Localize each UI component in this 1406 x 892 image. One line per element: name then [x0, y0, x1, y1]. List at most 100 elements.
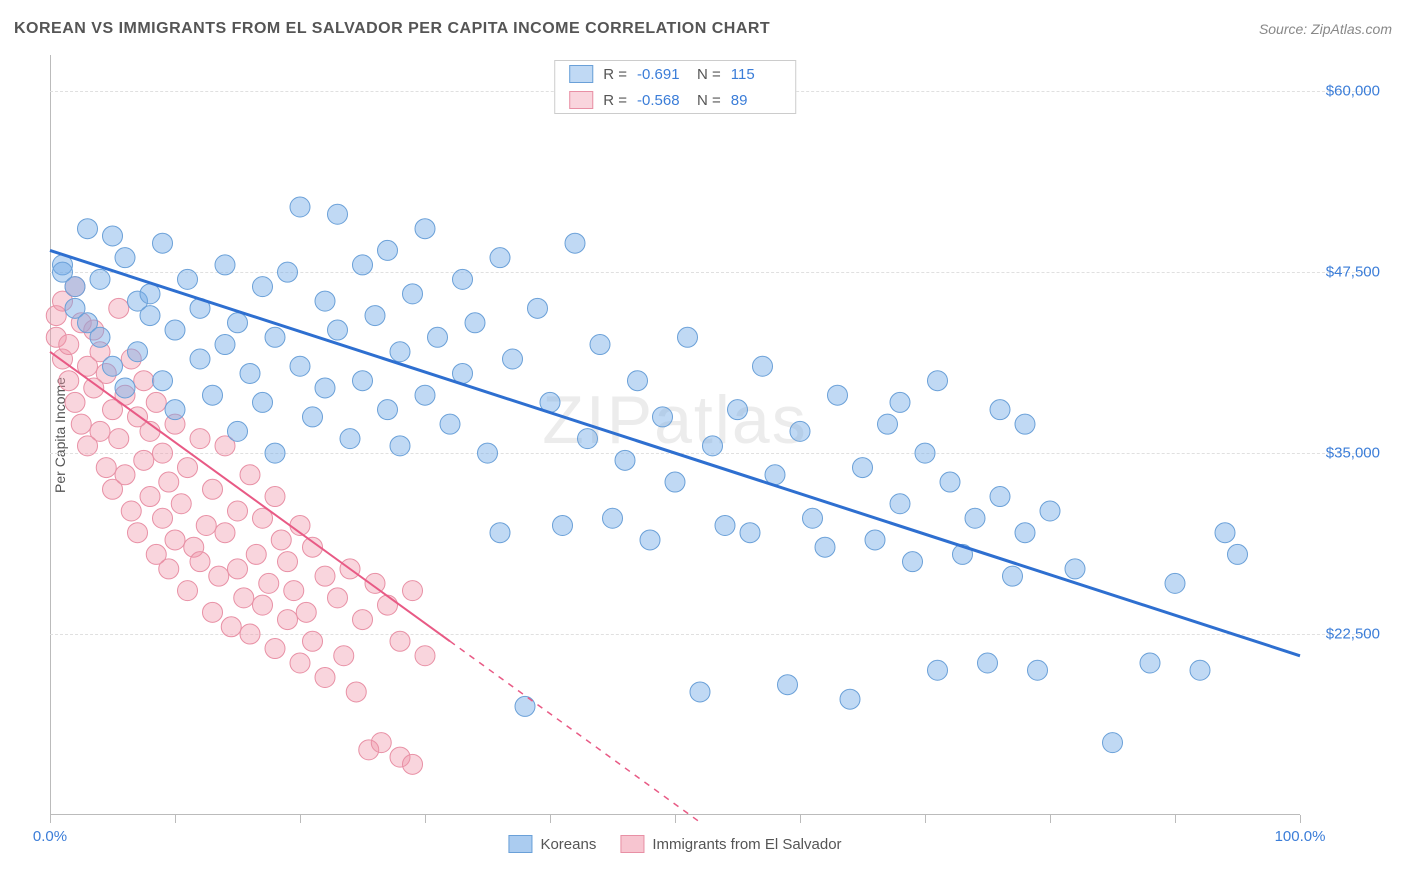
data-point: [328, 320, 348, 340]
data-point: [665, 472, 685, 492]
trendline-elsalvador-dash: [450, 641, 700, 822]
data-point: [278, 610, 298, 630]
data-point: [209, 566, 229, 586]
chart-source: Source: ZipAtlas.com: [1259, 21, 1392, 37]
data-point: [253, 392, 273, 412]
data-point: [478, 443, 498, 463]
data-point: [228, 313, 248, 333]
data-point: [65, 392, 85, 412]
legend-r-value-0: -0.691: [637, 66, 687, 83]
data-point: [1140, 653, 1160, 673]
legend-n-value-1: 89: [731, 92, 781, 109]
data-point: [703, 436, 723, 456]
data-point: [109, 429, 129, 449]
data-point: [178, 581, 198, 601]
data-point: [284, 581, 304, 601]
data-point: [1215, 523, 1235, 543]
legend-n-label: N =: [697, 92, 721, 109]
data-point: [815, 537, 835, 557]
data-point: [465, 313, 485, 333]
data-point: [578, 429, 598, 449]
data-point: [428, 327, 448, 347]
data-point: [715, 515, 735, 535]
data-point: [440, 414, 460, 434]
legend-n-label: N =: [697, 66, 721, 83]
data-point: [240, 363, 260, 383]
legend-series-swatch-0: [508, 835, 532, 853]
data-point: [178, 269, 198, 289]
data-point: [265, 487, 285, 507]
data-point: [165, 400, 185, 420]
data-point: [978, 653, 998, 673]
data-point: [878, 414, 898, 434]
data-point: [115, 248, 135, 268]
data-point: [221, 617, 241, 637]
data-point: [159, 559, 179, 579]
data-point: [59, 371, 79, 391]
data-point: [265, 443, 285, 463]
data-point: [90, 269, 110, 289]
data-point: [740, 523, 760, 543]
data-point: [378, 400, 398, 420]
data-point: [403, 754, 423, 774]
data-point: [140, 306, 160, 326]
data-point: [403, 581, 423, 601]
data-point: [165, 530, 185, 550]
data-point: [290, 197, 310, 217]
data-point: [315, 291, 335, 311]
data-point: [215, 255, 235, 275]
data-point: [1065, 559, 1085, 579]
data-point: [228, 559, 248, 579]
data-point: [415, 385, 435, 405]
data-point: [340, 429, 360, 449]
data-point: [378, 240, 398, 260]
data-point: [403, 284, 423, 304]
data-point: [353, 610, 373, 630]
data-point: [71, 414, 91, 434]
x-tick-label: 0.0%: [33, 828, 67, 845]
data-point: [215, 523, 235, 543]
y-tick-label: $47,500: [1310, 264, 1380, 281]
data-point: [90, 421, 110, 441]
data-point: [490, 248, 510, 268]
data-point: [490, 523, 510, 543]
legend-swatch-0: [569, 65, 593, 83]
data-point: [153, 371, 173, 391]
x-tick: [1300, 815, 1301, 823]
legend-series-label-1: Immigrants from El Salvador: [652, 836, 841, 853]
data-point: [278, 262, 298, 282]
data-point: [153, 443, 173, 463]
data-point: [190, 429, 210, 449]
data-point: [234, 588, 254, 608]
data-point: [371, 733, 391, 753]
data-point: [890, 494, 910, 514]
data-point: [528, 298, 548, 318]
data-point: [315, 566, 335, 586]
data-point: [1190, 660, 1210, 680]
data-point: [140, 284, 160, 304]
x-tick: [300, 815, 301, 823]
data-point: [653, 407, 673, 427]
data-point: [196, 515, 216, 535]
data-point: [228, 501, 248, 521]
y-tick-label: $35,000: [1310, 445, 1380, 462]
data-point: [328, 588, 348, 608]
data-point: [303, 407, 323, 427]
data-point: [134, 450, 154, 470]
data-point: [565, 233, 585, 253]
chart-header: KOREAN VS IMMIGRANTS FROM EL SALVADOR PE…: [14, 20, 1392, 38]
y-tick-label: $60,000: [1310, 83, 1380, 100]
x-tick: [800, 815, 801, 823]
data-point: [315, 667, 335, 687]
legend-swatch-1: [569, 91, 593, 109]
data-point: [990, 487, 1010, 507]
data-point: [415, 646, 435, 666]
data-point: [290, 653, 310, 673]
data-point: [1103, 733, 1123, 753]
data-point: [728, 400, 748, 420]
data-point: [65, 277, 85, 297]
data-point: [590, 335, 610, 355]
data-point: [503, 349, 523, 369]
data-point: [615, 450, 635, 470]
data-point: [940, 472, 960, 492]
